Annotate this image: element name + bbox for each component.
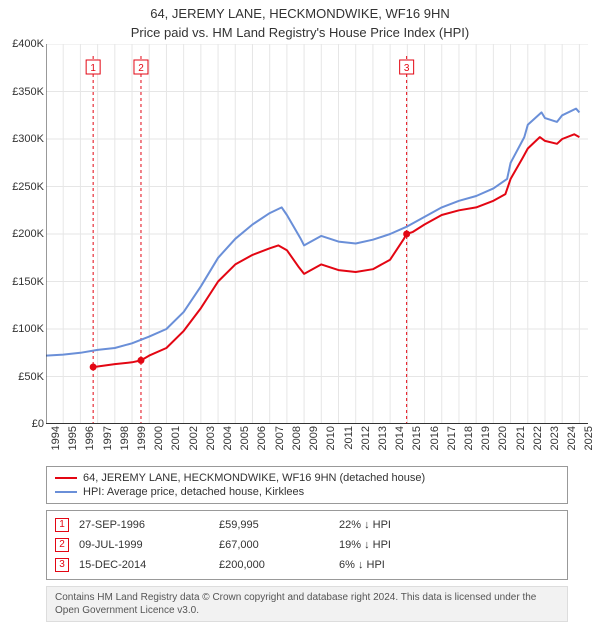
x-tick-label: 2022 [532, 426, 544, 450]
transaction-price: £59,995 [219, 519, 329, 531]
svg-text:1: 1 [90, 63, 96, 74]
x-tick-label: 1999 [136, 426, 148, 450]
transaction-marker: 2 [55, 538, 69, 552]
x-tick-label: 2020 [497, 426, 509, 450]
svg-text:2: 2 [138, 63, 144, 74]
transaction-price: £200,000 [219, 559, 329, 571]
x-tick-label: 2019 [480, 426, 492, 450]
transaction-delta: 19% ↓ HPI [339, 539, 479, 551]
y-axis-labels: £0£50K£100K£150K£200K£250K£300K£350K£400… [2, 44, 44, 424]
transaction-delta: 6% ↓ HPI [339, 559, 479, 571]
x-tick-label: 1997 [102, 426, 114, 450]
x-tick-label: 2000 [153, 426, 165, 450]
attribution-text: Contains HM Land Registry data © Crown c… [46, 586, 568, 622]
legend-label: HPI: Average price, detached house, Kirk… [83, 486, 304, 498]
transaction-row: 1 27-SEP-1996 £59,995 22% ↓ HPI [55, 515, 559, 535]
svg-text:3: 3 [404, 63, 410, 74]
x-tick-label: 1995 [67, 426, 79, 450]
title-block: 64, JEREMY LANE, HECKMONDWIKE, WF16 9HN … [0, 0, 600, 44]
y-tick-label: £150K [2, 276, 44, 288]
transaction-date: 09-JUL-1999 [79, 539, 209, 551]
y-tick-label: £250K [2, 181, 44, 193]
x-tick-label: 2018 [463, 426, 475, 450]
x-tick-label: 2023 [549, 426, 561, 450]
chart-title-subtitle: Price paid vs. HM Land Registry's House … [0, 25, 600, 44]
y-tick-label: £50K [2, 371, 44, 383]
legend-label: 64, JEREMY LANE, HECKMONDWIKE, WF16 9HN … [83, 472, 425, 484]
x-tick-label: 2010 [325, 426, 337, 450]
plot-area: £0£50K£100K£150K£200K£250K£300K£350K£400… [46, 44, 588, 424]
y-tick-label: £0 [2, 418, 44, 430]
x-axis-labels: 1994 1995 1996 1997 1998 1999 2000 2001 2002 2003… [46, 424, 588, 466]
x-tick-label: 1994 [50, 426, 62, 450]
transaction-marker: 1 [55, 518, 69, 532]
x-tick-label: 2007 [274, 426, 286, 450]
transaction-date: 27-SEP-1996 [79, 519, 209, 531]
transactions-box: 1 27-SEP-1996 £59,995 22% ↓ HPI 2 09-JUL-1999… [46, 510, 568, 580]
x-tick-label: 2025 [583, 426, 595, 450]
transaction-date: 15-DEC-2014 [79, 559, 209, 571]
x-tick-label: 2013 [377, 426, 389, 450]
legend-swatch [55, 477, 77, 479]
x-tick-label: 2008 [291, 426, 303, 450]
chart-title-address: 64, JEREMY LANE, HECKMONDWIKE, WF16 9HN [0, 6, 600, 25]
transaction-marker: 3 [55, 558, 69, 572]
y-tick-label: £350K [2, 86, 44, 98]
x-tick-label: 2005 [239, 426, 251, 450]
y-tick-label: £100K [2, 323, 44, 335]
y-tick-label: £400K [2, 38, 44, 50]
x-tick-label: 2004 [222, 426, 234, 450]
x-tick-label: 2002 [188, 426, 200, 450]
x-tick-label: 2009 [308, 426, 320, 450]
transaction-row: 3 15-DEC-2014 £200,000 6% ↓ HPI [55, 555, 559, 575]
x-tick-label: 2014 [394, 426, 406, 450]
transaction-price: £67,000 [219, 539, 329, 551]
x-tick-label: 2015 [411, 426, 423, 450]
transaction-row: 2 09-JUL-1999 £67,000 19% ↓ HPI [55, 535, 559, 555]
legend-row: 64, JEREMY LANE, HECKMONDWIKE, WF16 9HN … [55, 471, 559, 485]
transaction-delta: 22% ↓ HPI [339, 519, 479, 531]
y-tick-label: £200K [2, 228, 44, 240]
x-tick-label: 2024 [566, 426, 578, 450]
x-tick-label: 2012 [360, 426, 372, 450]
x-tick-label: 1998 [119, 426, 131, 450]
x-tick-label: 1996 [84, 426, 96, 450]
x-tick-label: 2011 [343, 426, 355, 450]
legend-row: HPI: Average price, detached house, Kirk… [55, 485, 559, 499]
x-tick-label: 2017 [446, 426, 458, 450]
x-tick-label: 2021 [515, 426, 527, 450]
x-tick-label: 2001 [170, 426, 182, 450]
y-tick-label: £300K [2, 133, 44, 145]
x-tick-label: 2006 [256, 426, 268, 450]
plot-svg: 1 2 3 [46, 44, 588, 424]
x-tick-label: 2003 [205, 426, 217, 450]
legend-swatch [55, 491, 77, 493]
x-tick-label: 2016 [429, 426, 441, 450]
chart-container: 64, JEREMY LANE, HECKMONDWIKE, WF16 9HN … [0, 0, 600, 590]
legend-box: 64, JEREMY LANE, HECKMONDWIKE, WF16 9HN … [46, 466, 568, 504]
